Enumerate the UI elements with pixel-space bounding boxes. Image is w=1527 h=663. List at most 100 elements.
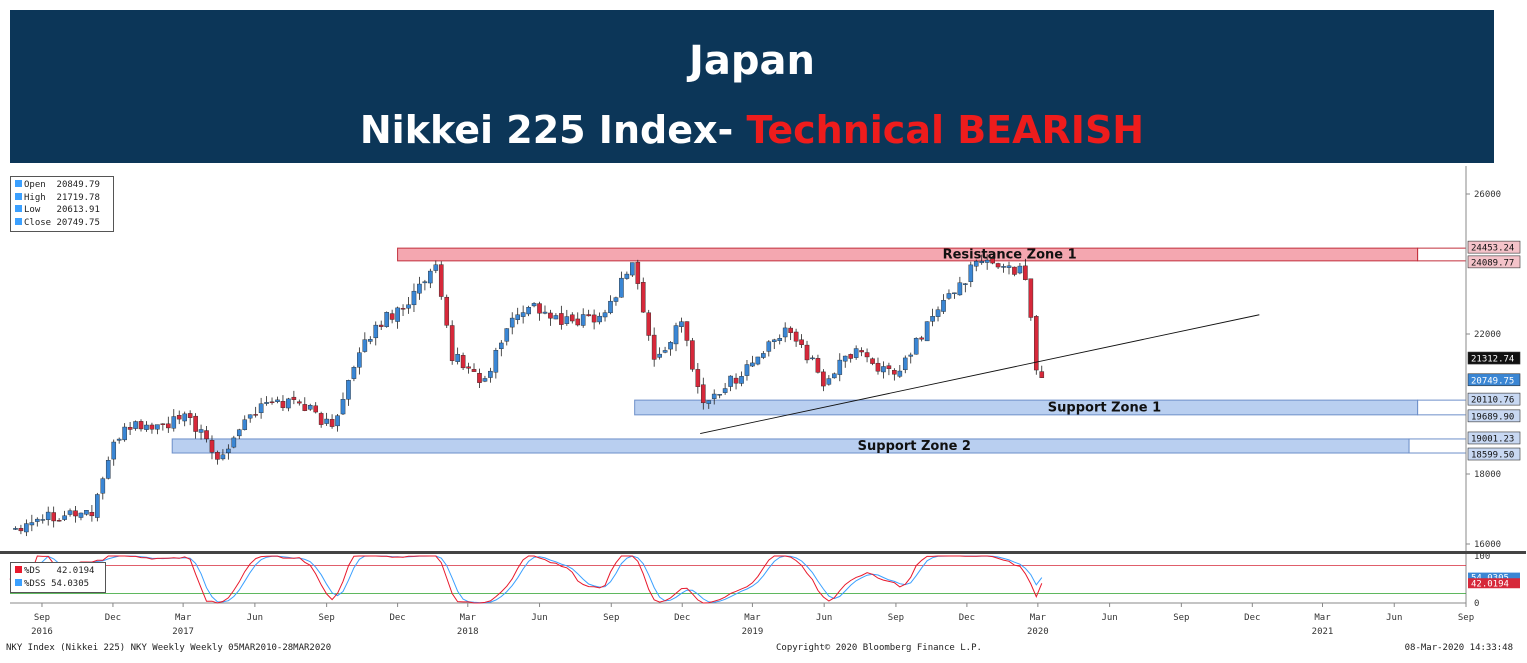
candle	[280, 395, 286, 412]
candle-body	[417, 283, 422, 294]
candle-body	[242, 419, 248, 430]
candle	[548, 309, 553, 326]
candle-body	[291, 396, 297, 400]
candle-body	[166, 423, 171, 429]
candle-body	[56, 520, 62, 522]
x-tick-label: Dec	[674, 613, 690, 623]
candle-body	[269, 401, 275, 404]
candle	[471, 363, 477, 372]
legend-ds: %DS 42.0194	[15, 565, 101, 578]
candle	[176, 410, 182, 425]
candle	[722, 382, 728, 395]
zone-label-2: Support Zone 1	[1048, 400, 1161, 415]
candle-body	[853, 348, 859, 358]
zone-ext-1	[1417, 247, 1467, 262]
candle	[193, 413, 198, 439]
x-tick-label: Dec	[389, 613, 405, 623]
candle-body	[695, 369, 701, 387]
stochastic-layer: 0 100	[9, 552, 1490, 609]
candle	[946, 289, 952, 300]
panel-divider	[0, 551, 1526, 554]
candle-body	[13, 528, 18, 530]
candle-body	[990, 258, 995, 264]
candle-body	[711, 393, 717, 399]
candle-body	[531, 303, 537, 307]
candle	[220, 449, 226, 461]
candle-body	[100, 478, 106, 494]
candle	[826, 375, 832, 386]
x-tick-label: Sep	[1458, 613, 1474, 623]
candle-body	[433, 264, 439, 271]
legend-close: Close 20749.75	[15, 217, 109, 230]
candle	[542, 305, 548, 315]
candle	[608, 295, 613, 315]
candle-body	[913, 338, 919, 355]
candle	[1028, 278, 1034, 321]
candle	[793, 328, 799, 347]
x-year-label: 2018	[457, 627, 479, 637]
candle	[499, 340, 504, 357]
candle-body	[995, 263, 1001, 268]
x-year-label: 2019	[742, 627, 764, 637]
candle	[302, 397, 308, 412]
candle-body	[963, 283, 968, 285]
candle	[509, 312, 515, 335]
candle-body	[597, 315, 602, 323]
candle	[1023, 258, 1028, 281]
x-year-label: 2020	[1027, 627, 1049, 637]
footer-timestamp: 08-Mar-2020 14:33:48	[1404, 643, 1513, 653]
zone-low-tag-1-box	[1467, 255, 1521, 269]
candle-body	[24, 523, 29, 533]
candle-body	[499, 342, 504, 349]
candle-body	[182, 413, 187, 422]
candle	[728, 375, 733, 392]
candle-body	[95, 494, 100, 518]
x-tick-label: Jun	[1386, 613, 1402, 623]
candle	[24, 519, 29, 537]
candle-body	[935, 309, 941, 317]
candle-body	[171, 416, 177, 429]
candle	[313, 402, 319, 414]
candles-layer	[13, 254, 1045, 537]
candle-body	[952, 292, 957, 295]
candle	[504, 328, 510, 346]
candle-body	[608, 300, 613, 314]
candle	[750, 355, 755, 367]
candle	[78, 512, 84, 521]
candle	[73, 505, 78, 523]
candle-body	[247, 414, 253, 419]
x-tick-label: Jun	[1101, 613, 1117, 623]
candle-body	[122, 426, 127, 441]
candle-body	[62, 515, 67, 520]
candle	[990, 255, 995, 265]
stochastic-legend: %DS 42.0194 %DSS 54.0305	[10, 562, 106, 593]
candle	[215, 450, 220, 465]
x-tick-label: Sep	[888, 613, 904, 623]
price-chart: Resistance Zone 1 Support Zone 1 Support Z…	[0, 166, 1526, 637]
candle-body	[733, 377, 739, 384]
x-tick-label: Sep	[603, 613, 619, 623]
candle-body	[302, 404, 308, 411]
candle-body	[193, 415, 198, 432]
candle	[761, 351, 766, 360]
candle-body	[635, 261, 641, 284]
candle	[318, 411, 324, 428]
x-tick-label: Dec	[1244, 613, 1260, 623]
zone-label-1: Resistance Zone 1	[943, 247, 1077, 262]
candle-body	[1033, 316, 1039, 371]
candle	[209, 435, 215, 460]
candle	[357, 347, 362, 375]
candle	[275, 396, 280, 404]
candle-body	[198, 429, 204, 433]
candle	[815, 354, 821, 374]
candle-body	[45, 511, 51, 520]
candle	[788, 326, 793, 341]
candle	[198, 424, 204, 440]
candle-body	[116, 438, 122, 441]
candle-body	[580, 314, 586, 326]
candle	[105, 456, 111, 480]
candle	[411, 283, 417, 313]
candle	[384, 311, 389, 328]
candle-body	[837, 359, 843, 375]
candle-body	[515, 314, 520, 320]
